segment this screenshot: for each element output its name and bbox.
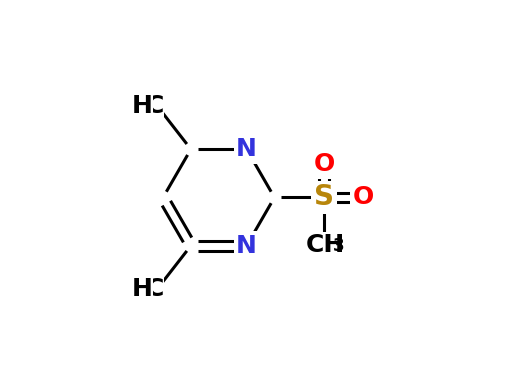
Text: S: S: [314, 183, 334, 212]
Text: CH: CH: [305, 233, 345, 256]
Text: H: H: [132, 277, 152, 301]
Text: C: C: [145, 94, 164, 118]
Text: N: N: [236, 234, 257, 258]
Text: 3: 3: [333, 237, 345, 255]
Text: 3: 3: [142, 283, 154, 302]
Text: 3: 3: [142, 101, 154, 119]
Text: O: O: [353, 185, 374, 210]
Text: N: N: [236, 137, 257, 161]
Text: O: O: [313, 152, 335, 176]
Text: C: C: [145, 277, 164, 301]
Text: H: H: [132, 94, 152, 118]
